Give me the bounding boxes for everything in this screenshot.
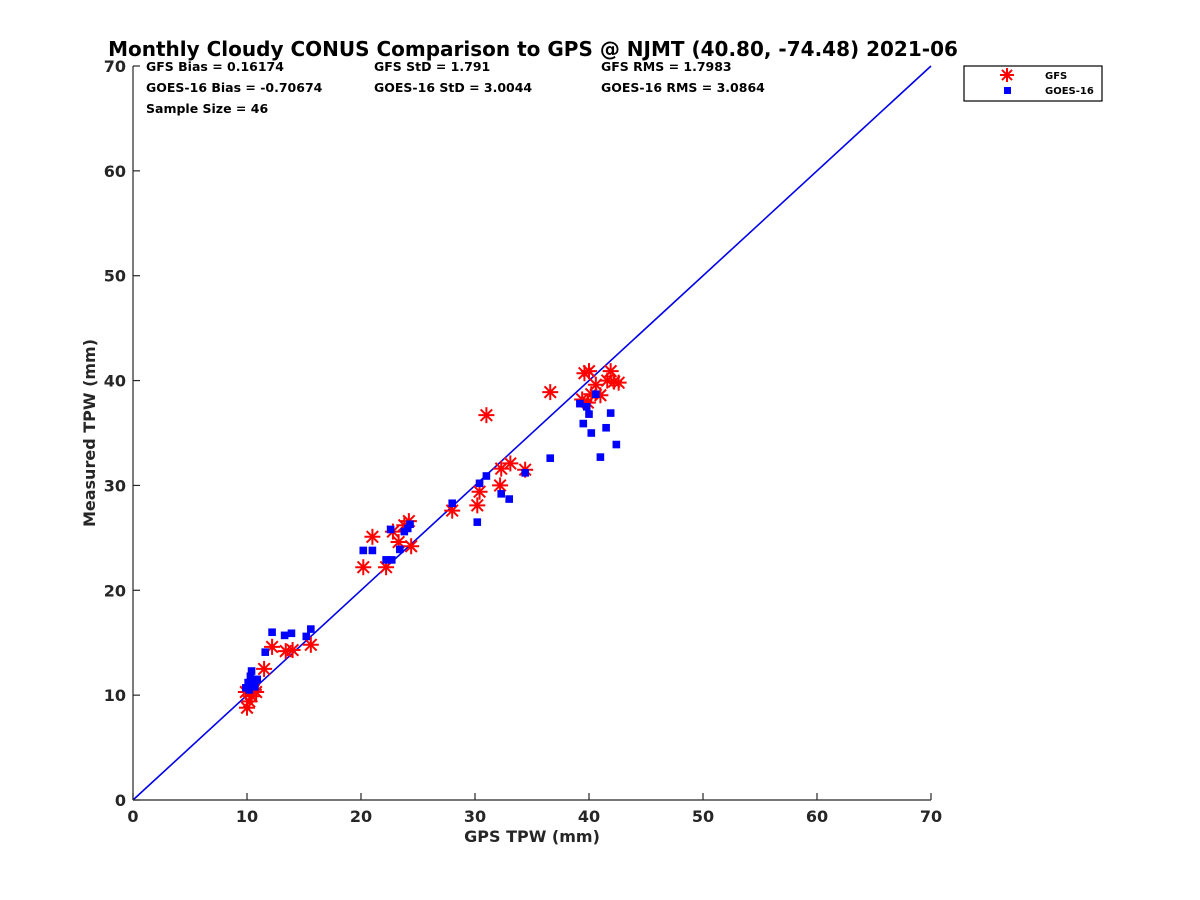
goes16-point — [403, 524, 412, 533]
goes16-point — [406, 520, 414, 529]
gfs-point — [478, 407, 495, 424]
y-tick-label: 30 — [104, 476, 126, 495]
goes-rms-text: GOES-16 RMS = 3.0864 — [601, 80, 765, 95]
goes16-point — [475, 479, 484, 488]
y-tick-label: 10 — [104, 686, 126, 705]
goes16-point — [302, 632, 311, 641]
legend-gfs-marker — [1000, 68, 1014, 82]
goes16-point — [261, 648, 270, 656]
gfs-point — [492, 477, 509, 494]
goes-std-text: GOES-16 StD = 3.0044 — [374, 80, 532, 95]
goes16-point — [585, 410, 593, 418]
legend-gfs-label: GFS — [1045, 71, 1067, 82]
goes16-point — [359, 546, 368, 555]
goes16-point — [521, 469, 529, 477]
goes16-point — [307, 625, 315, 633]
goes16-point — [576, 399, 584, 408]
goes16-point — [505, 495, 513, 503]
y-tick-label: 60 — [104, 162, 126, 181]
stats-annotations: GFS Bias = 0.16174 GOES-16 Bias = -0.706… — [146, 59, 765, 116]
goes16-point — [247, 667, 256, 675]
gfs-std-text: GFS StD = 1.791 — [374, 59, 490, 74]
goes16-point — [482, 472, 491, 480]
gfs-bias-text: GFS Bias = 0.16174 — [146, 59, 284, 74]
x-ticks: 0 10 20 30 40 50 60 70 — [127, 793, 942, 826]
goes16-point — [387, 556, 396, 564]
y-tick-label: 50 — [104, 267, 126, 286]
goes-bias-text: GOES-16 Bias = -0.70674 — [146, 80, 323, 95]
goes16-point — [268, 628, 276, 637]
x-axis-label: GPS TPW (mm) — [464, 827, 600, 846]
goes16-point — [497, 490, 506, 498]
chart-title: Monthly Cloudy CONUS Comparison to GPS @… — [108, 37, 958, 61]
y-tick-label: 20 — [104, 581, 126, 600]
goes16-point — [612, 440, 621, 449]
one-to-one-line — [132, 65, 932, 801]
gfs-point — [471, 483, 488, 500]
goes16-point — [473, 518, 482, 526]
gfs-point — [542, 384, 559, 401]
gfs-point — [403, 538, 420, 555]
goes16-point — [395, 545, 404, 554]
sample-size-text: Sample Size = 46 — [146, 101, 268, 116]
goes16-point — [382, 556, 390, 564]
gfs-point — [493, 460, 510, 477]
goes16-point — [448, 499, 456, 508]
gfs-point — [364, 528, 381, 545]
x-tick-label: 50 — [692, 807, 714, 826]
y-tick-label: 70 — [104, 57, 126, 76]
legend-goes16-marker — [1004, 87, 1011, 94]
goes16-point — [287, 629, 296, 638]
gfs-point — [302, 636, 319, 653]
goes16-point — [596, 453, 605, 461]
gfs-point — [581, 363, 597, 380]
gfs-point — [469, 497, 486, 514]
goes16-series — [242, 390, 621, 694]
goes16-point — [251, 682, 259, 691]
gfs-rms-text: GFS RMS = 1.7983 — [601, 59, 732, 74]
x-tick-label: 0 — [127, 807, 138, 826]
y-tick-label: 0 — [115, 791, 126, 810]
gfs-point — [610, 374, 627, 391]
legend-goes16-label: GOES-16 — [1045, 86, 1094, 97]
y-tick-label: 40 — [104, 372, 126, 391]
goes16-point — [587, 429, 596, 437]
goes16-point — [582, 402, 591, 411]
x-tick-label: 20 — [350, 807, 372, 826]
goes16-point — [386, 525, 395, 534]
reference-line-layer — [132, 65, 932, 801]
goes16-point — [546, 454, 555, 462]
x-tick-label: 40 — [578, 807, 600, 826]
gfs-point — [602, 363, 619, 380]
goes16-point — [606, 409, 615, 417]
plot-area: 0 10 20 30 40 50 60 70 0 10 20 30 40 50 60 70 — [104, 57, 942, 826]
goes16-point — [244, 678, 252, 687]
gfs-point — [256, 660, 273, 677]
x-tick-label: 60 — [806, 807, 828, 826]
x-tick-label: 10 — [236, 807, 258, 826]
goes16-point — [368, 546, 377, 555]
goes16-point — [253, 675, 262, 684]
x-tick-label: 30 — [464, 807, 486, 826]
y-ticks: 0 10 20 30 40 50 60 70 — [104, 57, 140, 810]
y-axis-label: Measured TPW (mm) — [80, 339, 99, 527]
legend-box — [963, 65, 1103, 102]
legend-gfs-asterisk — [1000, 68, 1014, 82]
gfs-point — [284, 642, 301, 659]
goes16-point — [602, 423, 610, 432]
goes16-point — [579, 419, 588, 428]
gfs-point — [502, 455, 519, 472]
gfs-point — [355, 559, 372, 576]
goes16-point — [592, 390, 600, 399]
legend: GFS GOES-16 — [963, 65, 1103, 102]
x-tick-label: 70 — [920, 807, 942, 826]
goes16-point — [280, 631, 289, 640]
goes16-point — [245, 686, 254, 694]
